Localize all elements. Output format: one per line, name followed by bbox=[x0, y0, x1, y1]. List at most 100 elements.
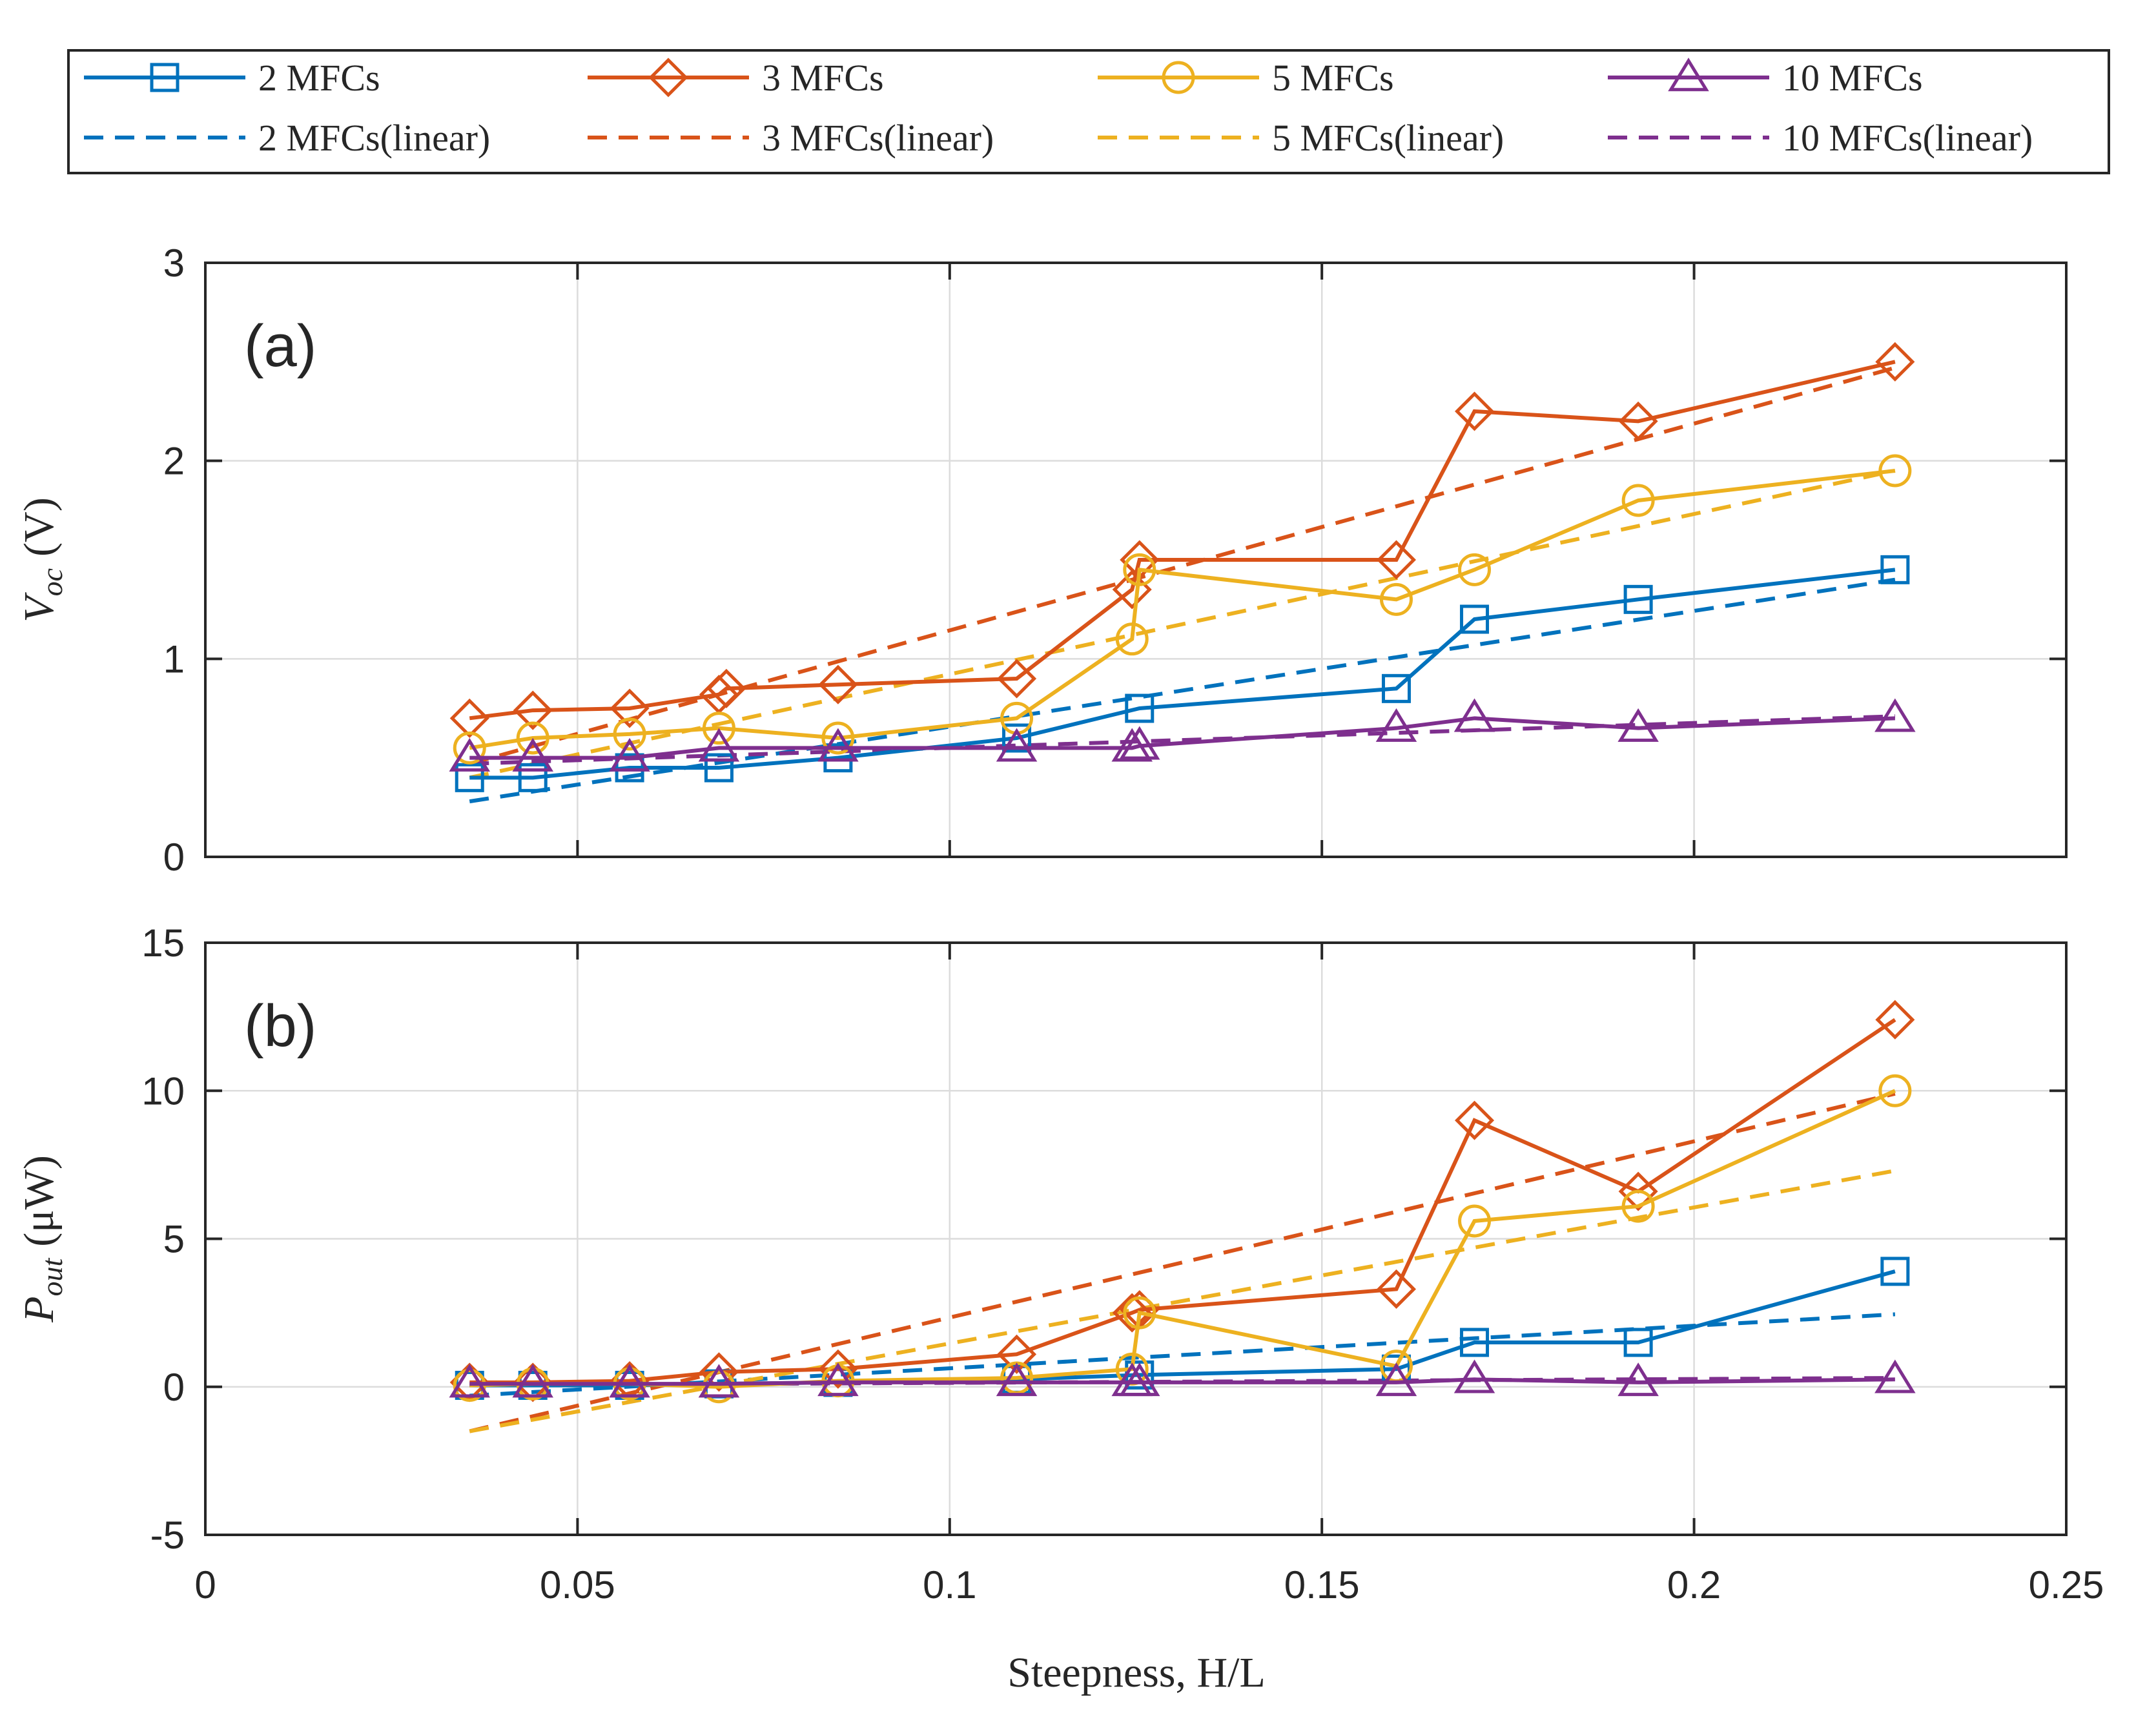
data-point bbox=[453, 731, 486, 765]
data-point bbox=[1125, 693, 1155, 723]
y-axis-label-unit: (V) bbox=[15, 497, 63, 557]
data-point bbox=[1119, 726, 1160, 760]
fit-line-5-mfcs-linear- bbox=[469, 1169, 1896, 1433]
legend-label: 10 MFCs bbox=[1782, 57, 1923, 99]
data-point bbox=[996, 1362, 1038, 1397]
data-point bbox=[1453, 698, 1495, 732]
data-point bbox=[1453, 1359, 1495, 1393]
fit-line-2-mfcs-linear- bbox=[469, 577, 1896, 804]
data-point bbox=[613, 717, 646, 751]
linear-fits bbox=[469, 1091, 1896, 1433]
legend-entry: 3 MFCs(linear) bbox=[588, 117, 994, 159]
panel-a: 0 1 2 3 (a) Voc (V) bbox=[15, 241, 2068, 879]
data-point bbox=[1375, 708, 1417, 742]
series-line bbox=[469, 360, 1896, 721]
data-point bbox=[698, 1364, 740, 1398]
legend-label: 10 MFCs(linear) bbox=[1782, 117, 2033, 159]
data-point bbox=[1621, 1189, 1655, 1223]
y-tick-label: 10 bbox=[141, 1069, 185, 1113]
series-10-mfcs bbox=[449, 1359, 1916, 1398]
x-tick-label: 0.05 bbox=[540, 1563, 615, 1607]
data-point bbox=[1458, 1204, 1492, 1238]
data-point bbox=[698, 728, 740, 762]
y-tick-label: 5 bbox=[163, 1218, 185, 1261]
y-tick-label: 0 bbox=[163, 1366, 185, 1409]
y-axis-label-subscript: oc bbox=[36, 568, 68, 596]
data-point bbox=[1375, 1362, 1417, 1397]
legend-entry: 10 MFCs bbox=[1608, 57, 1923, 99]
legend-label: 2 MFCs(linear) bbox=[258, 117, 490, 159]
data-point bbox=[997, 659, 1037, 699]
data-point bbox=[1621, 484, 1655, 517]
linear-fits bbox=[469, 365, 1896, 804]
data-point bbox=[1875, 342, 1915, 382]
data-point bbox=[996, 728, 1038, 762]
y-axis-label-symbol: V bbox=[15, 592, 63, 622]
data-point bbox=[1618, 401, 1658, 441]
data-point bbox=[1875, 1000, 1915, 1040]
series-5-mfcs bbox=[453, 454, 1912, 765]
y-tick-label: 1 bbox=[163, 637, 185, 681]
data-point bbox=[1112, 1293, 1152, 1333]
legend-label: 3 MFCs bbox=[762, 57, 884, 99]
y-axis-label-subscript: out bbox=[36, 1258, 68, 1297]
legend: 2 MFCs 3 MFCs 5 MFCs 10 MFCs 2 MFCs(linear) 3… bbox=[67, 49, 2110, 174]
y-axis-label: Voc (V) bbox=[15, 497, 68, 622]
legend-marker-square bbox=[150, 63, 180, 92]
data-point bbox=[609, 1364, 650, 1398]
data-point bbox=[1623, 1328, 1653, 1357]
data-point bbox=[449, 698, 489, 738]
data-point bbox=[449, 1364, 490, 1398]
x-tick-label: 0.15 bbox=[1284, 1563, 1360, 1607]
data-point bbox=[610, 688, 650, 728]
data-point bbox=[513, 690, 553, 730]
axes-frame bbox=[204, 262, 2068, 858]
series-line bbox=[469, 1377, 1895, 1386]
x-tick-label: 0.25 bbox=[2029, 1563, 2104, 1607]
fit-line-10-mfcs-linear- bbox=[469, 714, 1895, 766]
y-axis-label: Pout (μW) bbox=[15, 1155, 68, 1323]
data-point bbox=[615, 753, 644, 783]
legend-box bbox=[67, 49, 2110, 174]
data-point bbox=[518, 763, 548, 792]
data-point bbox=[997, 1334, 1037, 1374]
data-point bbox=[699, 1352, 739, 1392]
data-point bbox=[818, 664, 858, 704]
data-point bbox=[1874, 698, 1916, 732]
x-tick-label: 0 bbox=[194, 1563, 216, 1607]
legend-label: 5 MFCs bbox=[1272, 57, 1394, 99]
data-point bbox=[1617, 1362, 1659, 1397]
x-axis-label: Steepness, H/L bbox=[1007, 1649, 1266, 1696]
data-point bbox=[823, 743, 853, 773]
y-tick-label: 0 bbox=[163, 836, 185, 879]
legend-label: 2 MFCs bbox=[258, 57, 380, 99]
y-tick-label: -5 bbox=[150, 1514, 185, 1557]
data-point bbox=[512, 737, 553, 772]
legend-entry: 10 MFCs(linear) bbox=[1608, 117, 2033, 159]
y-axis-label-unit: (μW) bbox=[15, 1155, 63, 1247]
fit-line-5-mfcs-linear- bbox=[469, 469, 1896, 780]
data-point bbox=[817, 1362, 859, 1397]
data-point bbox=[1617, 708, 1659, 742]
fit-line-3-mfcs-linear- bbox=[469, 1091, 1896, 1433]
series-line bbox=[469, 716, 1895, 760]
data-point bbox=[1376, 1269, 1417, 1309]
data-point bbox=[1878, 454, 1912, 488]
x-tick-label: 0.2 bbox=[1667, 1563, 1721, 1607]
legend-entry: 3 MFCs bbox=[588, 57, 884, 99]
legend-marker-circle bbox=[1162, 61, 1195, 94]
data-point bbox=[702, 1370, 735, 1404]
legend-marker-diamond bbox=[648, 57, 688, 98]
y-tick-label: 2 bbox=[163, 440, 185, 483]
data-point bbox=[512, 1364, 553, 1398]
data-point bbox=[704, 753, 734, 783]
data-point bbox=[609, 737, 650, 772]
data-point bbox=[1123, 1296, 1156, 1330]
data-point bbox=[1002, 723, 1032, 753]
data-point bbox=[516, 721, 549, 755]
legend-entry: 2 MFCs bbox=[84, 57, 380, 99]
y-tick-label: 3 bbox=[163, 241, 185, 285]
y-axis-label-symbol: P bbox=[15, 1297, 63, 1323]
